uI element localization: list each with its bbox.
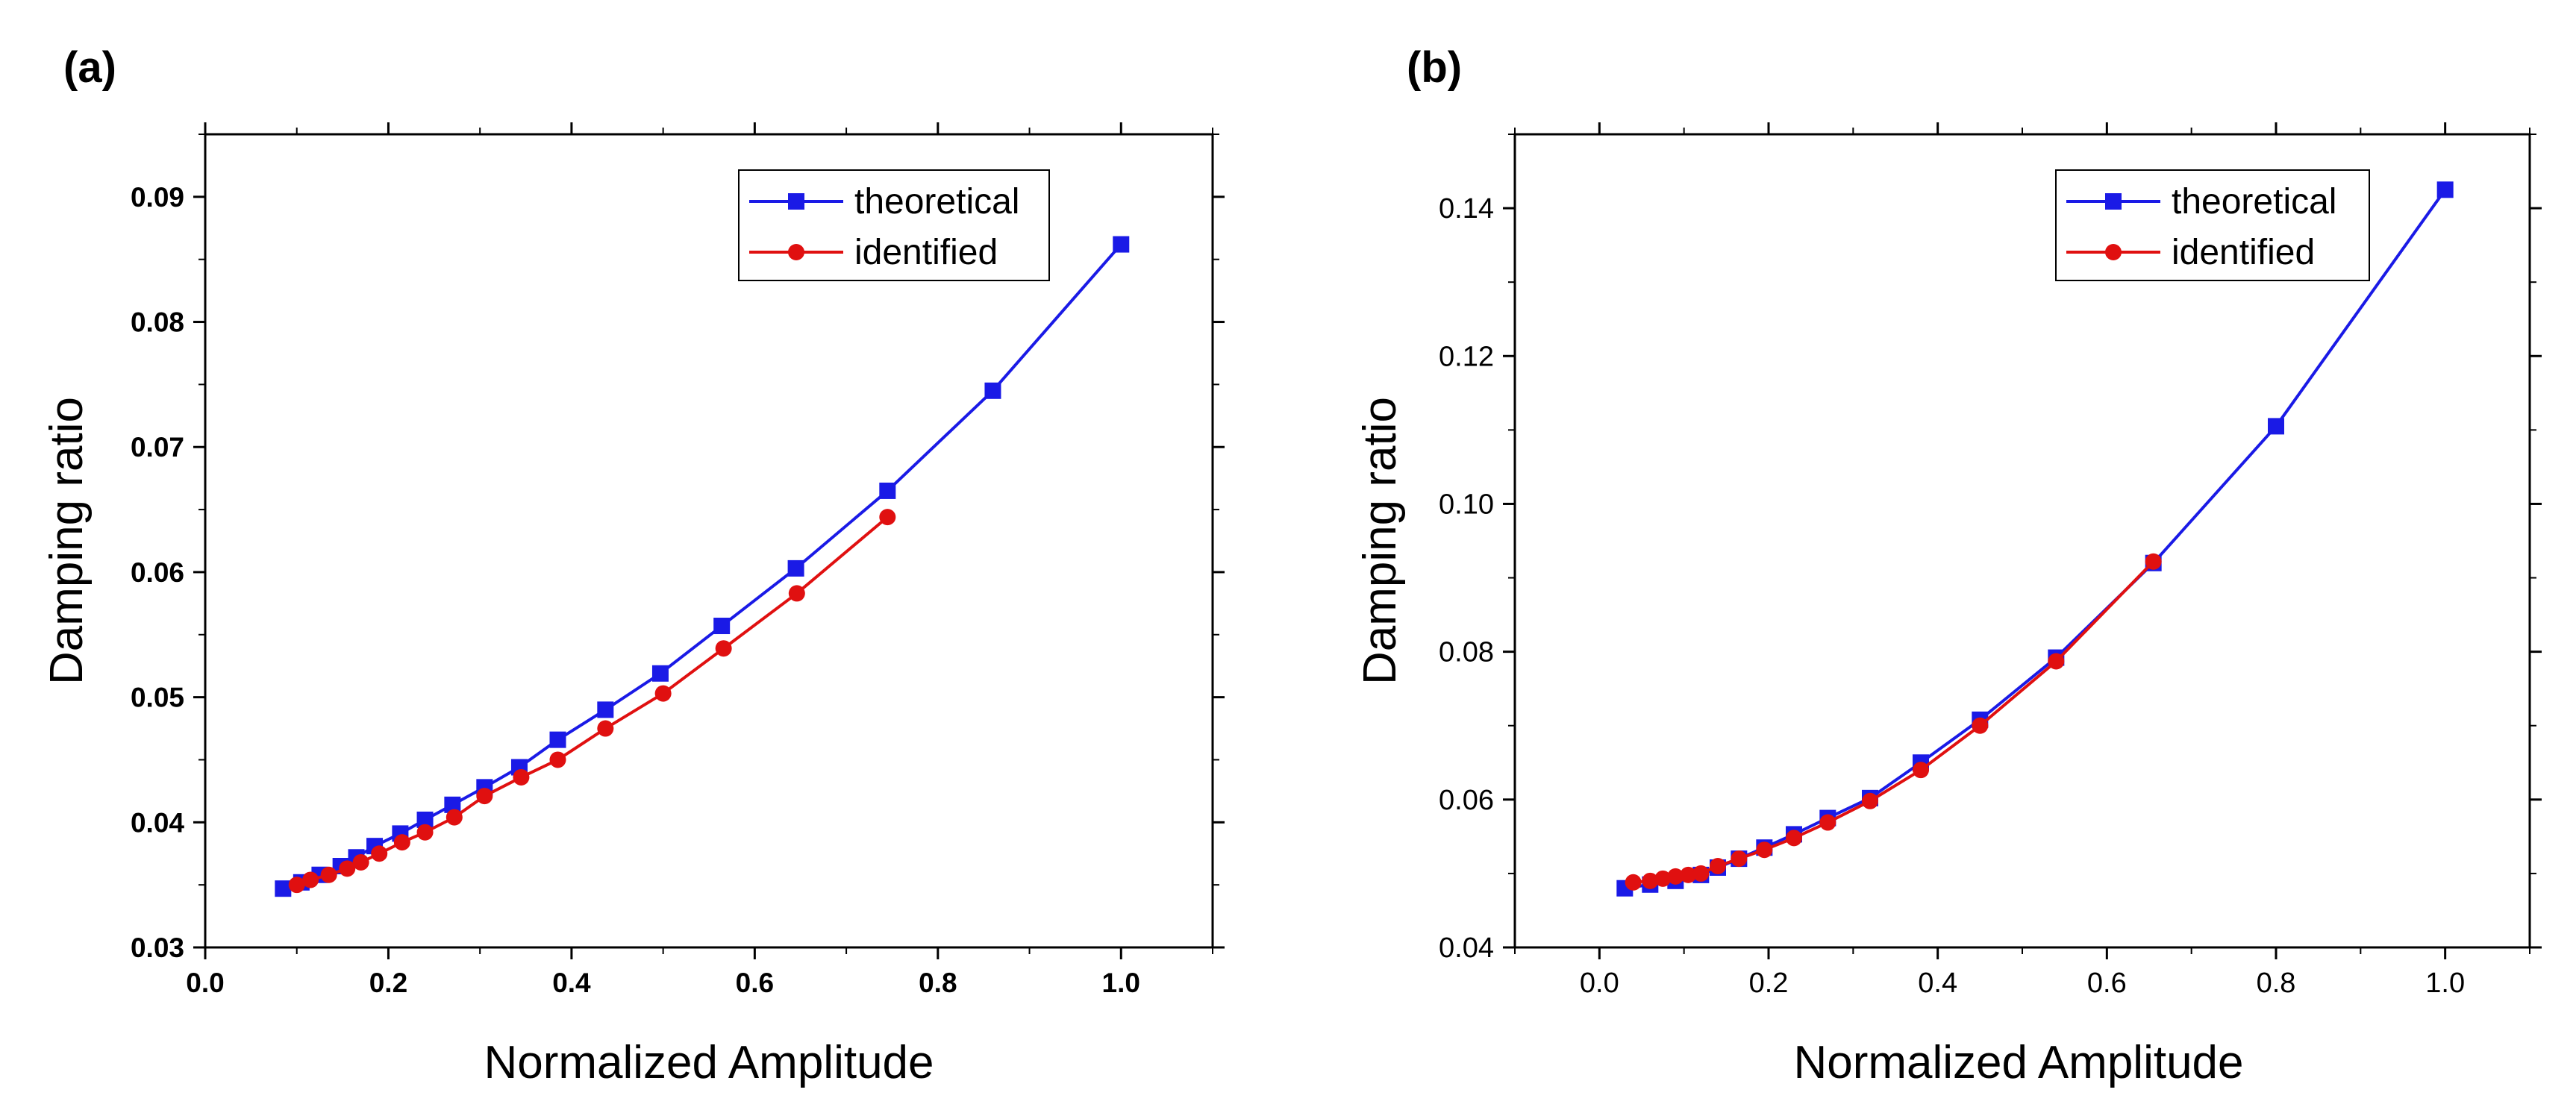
y-tick-label: 0.07 (131, 432, 184, 463)
panel-label: (a) (63, 43, 116, 92)
x-tick-label: 0.8 (919, 968, 957, 998)
series-line-theoretical (282, 243, 1122, 891)
data-point-identified (1667, 868, 1684, 885)
y-tick-label: 0.08 (131, 307, 184, 338)
legend-label-identified: identified (2172, 233, 2315, 272)
y-tick-label: 0.04 (131, 807, 184, 838)
data-point-theoretical (549, 731, 566, 748)
data-point-identified (1756, 841, 1773, 859)
x-tick-label: 1.0 (1102, 968, 1140, 998)
panel-label: (b) (1407, 43, 1462, 92)
data-point-theoretical (275, 880, 292, 897)
x-tick-label: 0.8 (2257, 968, 2296, 999)
y-axis-title: Damping ratio (1354, 397, 1406, 685)
data-point-identified (879, 509, 896, 526)
x-axis-title: Normalized Amplitude (484, 1037, 934, 1088)
data-point-identified (1972, 717, 1989, 734)
data-point-identified (1654, 870, 1672, 887)
legend-label-identified: identified (854, 233, 998, 272)
y-tick-label: 0.09 (131, 182, 184, 213)
x-tick-label: 0.6 (2087, 968, 2127, 999)
data-point-identified (2048, 653, 2065, 670)
data-point-identified (1862, 792, 1878, 809)
data-point-theoretical (597, 701, 614, 718)
legend-marker-theoretical (2105, 193, 2122, 210)
x-tick-label: 0.4 (1918, 968, 1957, 999)
data-point-theoretical (651, 665, 669, 682)
data-point-theoretical (444, 796, 461, 813)
y-tick-label: 0.06 (131, 557, 184, 588)
data-point-theoretical (1113, 236, 1130, 253)
data-point-identified (302, 871, 319, 888)
y-tick-label: 0.14 (1439, 193, 1494, 225)
data-point-identified (549, 751, 566, 768)
data-point-identified (1625, 874, 1642, 891)
data-point-identified (416, 824, 434, 841)
data-point-theoretical (879, 482, 896, 499)
chart-panel-b: (b) 0.0 0.2 0.4 0.6 0.8 1.0 0.04 0.06 0.08 0.10 0.1… (1354, 43, 2542, 1088)
data-point-identified (1680, 866, 1697, 883)
legend-box (2055, 169, 2370, 281)
legend-marker-identified (788, 244, 804, 260)
y-tick-label: 0.06 (1439, 785, 1494, 816)
x-axis-title: Normalized Amplitude (1793, 1037, 2243, 1088)
x-tick-label: 0.0 (1580, 968, 1619, 999)
y-tick-label: 0.12 (1439, 341, 1494, 372)
data-point-identified (476, 788, 493, 805)
x-tick-label: 0.2 (369, 968, 407, 998)
data-point-identified (446, 809, 463, 826)
data-point-identified (1819, 814, 1836, 831)
x-tick-label: 1.0 (2425, 968, 2465, 999)
data-point-identified (597, 720, 614, 737)
y-tick-label: 0.03 (131, 932, 184, 963)
data-point-identified (715, 640, 732, 657)
legend-label-theoretical: theoretical (854, 182, 1019, 222)
data-point-identified (513, 768, 530, 786)
data-point-identified (2145, 553, 2162, 570)
data-point-identified (1786, 830, 1802, 847)
chart-panel-a: (a) 0.0 0.2 0.4 0.6 0.8 1.0 0.03 0.04 0.05 0.06 0.0… (41, 43, 1225, 1088)
data-point-identified (393, 834, 410, 851)
x-tick-label: 0.0 (186, 968, 224, 998)
legend: theoretical identified (738, 169, 1050, 281)
data-point-identified (654, 685, 672, 702)
data-point-theoretical (713, 618, 731, 635)
data-point-theoretical (787, 559, 804, 577)
data-point-identified (1731, 850, 1748, 868)
data-point-theoretical (416, 811, 434, 828)
data-point-identified (1642, 872, 1659, 889)
y-tick-label: 0.08 (1439, 637, 1494, 668)
y-tick-label: 0.10 (1439, 489, 1494, 520)
legend-label-theoretical: theoretical (2172, 182, 2336, 222)
x-tick-label: 0.4 (552, 968, 591, 998)
y-axis-title: Damping ratio (41, 397, 93, 685)
series-line-identified (1633, 560, 2155, 884)
data-point-identified (1913, 762, 1929, 779)
series-line-theoretical (1625, 189, 2447, 890)
data-point-identified (320, 866, 337, 883)
plot-frame (1513, 133, 2531, 949)
data-point-theoretical (2268, 418, 2284, 435)
data-point-theoretical (984, 382, 1001, 399)
x-tick-label: 0.6 (736, 968, 774, 998)
legend: theoretical identified (2055, 169, 2370, 281)
data-point-identified (371, 845, 388, 862)
data-point-identified (288, 877, 305, 894)
legend-marker-identified (2105, 244, 2122, 260)
x-tick-label: 0.2 (1749, 968, 1789, 999)
plot-frame (204, 133, 1214, 949)
legend-box (738, 169, 1050, 281)
data-point-identified (339, 860, 356, 877)
y-tick-label: 0.04 (1439, 932, 1494, 964)
data-point-identified (1710, 858, 1726, 874)
data-point-theoretical (2436, 181, 2454, 198)
data-point-identified (1692, 865, 1710, 882)
y-tick-label: 0.05 (131, 683, 184, 713)
data-point-identified (788, 585, 805, 602)
legend-marker-theoretical (788, 193, 804, 210)
data-point-identified (352, 853, 369, 871)
